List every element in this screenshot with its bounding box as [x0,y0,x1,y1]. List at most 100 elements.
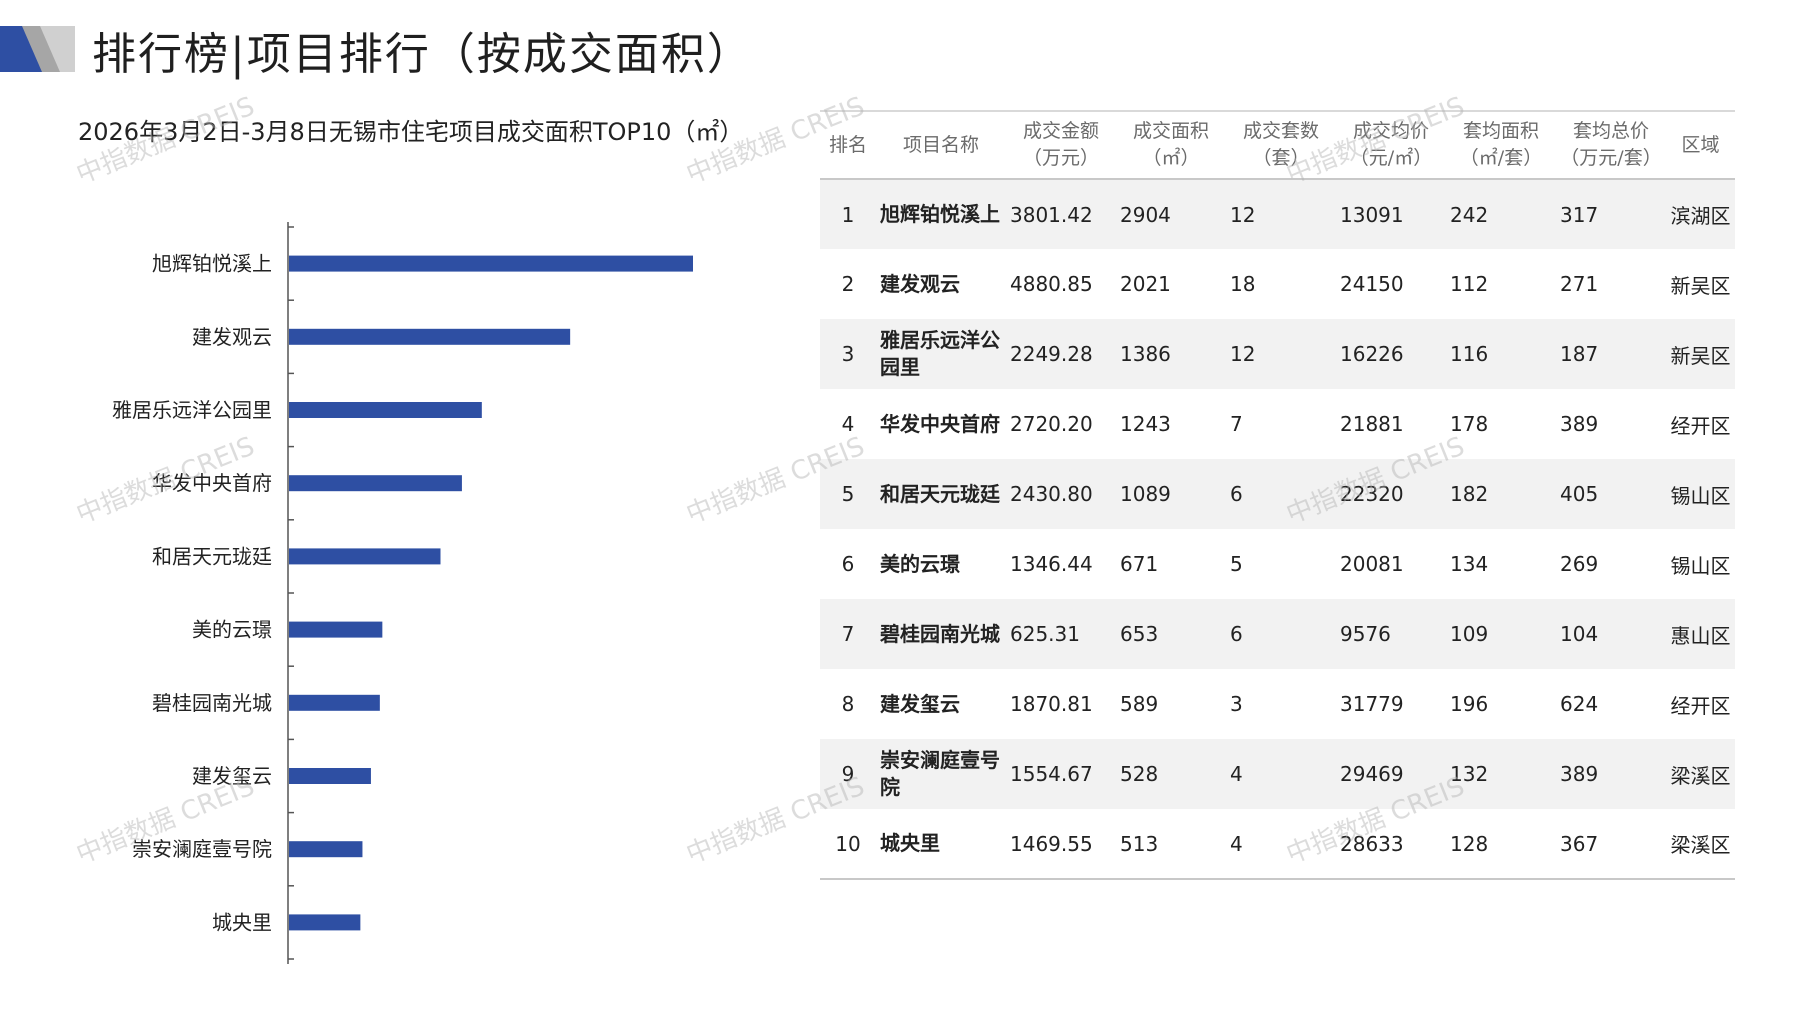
page-title: 排行榜|项目排行（按成交面积） [92,29,753,80]
table-cell: 18 [1230,272,1256,296]
table-body: 1 旭辉铂悦溪上 3801.42 2904 12 13091 242 317 滨湖区 2 建发观云 4… [820,179,1735,879]
table-cell: 513 [1120,831,1159,856]
district-cell: 滨湖区 [1670,204,1731,228]
table-cell: 1386 [1120,342,1171,366]
table-cell: 3801.42 [1010,202,1093,227]
project-name-cell: 碧桂园南光城 [880,621,1000,646]
table-row: 10 城央里 1469.55 513 4 28633 128 367 梁溪区 [820,809,1735,879]
rank-cell: 2 [841,272,855,296]
table-cell: 528 [1120,762,1159,786]
bar [289,328,571,345]
category-label: 建发观云 [192,325,272,349]
header-text: 区域 [1681,133,1720,156]
district-cell: 梁溪区 [1670,763,1731,788]
district-cell: 经开区 [1670,413,1731,438]
header-text: （万元） [1022,147,1099,169]
district-cell: 惠山区 [1670,623,1731,648]
bar-chart: 旭辉铂悦溪上建发观云雅居乐远洋公园里华发中央首府和居天元珑廷美的云璟碧桂园南光城… [112,222,693,964]
category-label: 碧桂园南光城 [152,691,272,715]
header-text: （万元/套） [1560,147,1662,169]
table-cell: 2021 [1120,272,1171,296]
table-cell: 2430.80 [1010,482,1093,506]
table-header-cell: 成交面积 （㎡） [1116,111,1226,179]
table-cell: 104 [1560,622,1599,646]
header-text: （元/㎡） [1349,147,1433,169]
header-text: 项目名称 [902,133,979,156]
table-cell: 1243 [1120,412,1171,436]
project-name-cell: 雅居乐远洋公园里 [880,328,1000,379]
table-cell: 405 [1560,482,1599,506]
table-row: 7 碧桂园南光城 625.31 653 6 9576 109 104 惠山区 [820,599,1735,669]
header-text: （㎡） [1142,147,1200,169]
project-name-cell: 建发玺云 [880,691,960,716]
bar [289,475,462,492]
table-cell: 12 [1230,202,1256,227]
table-cell: 12 [1230,342,1256,366]
category-label: 崇安澜庭壹号院 [132,837,272,861]
header-text: （㎡/套） [1459,147,1543,169]
district-cell: 锡山区 [1670,483,1731,508]
header-text: 成交金额 [1022,120,1099,142]
table-cell: 16226 [1340,342,1404,366]
table-cell: 20081 [1340,552,1404,576]
table-cell: 178 [1450,412,1489,436]
district-cell: 新吴区 [1670,273,1731,298]
table-cell: 6 [1230,622,1243,646]
table-row: 9 崇安澜庭壹号院 1554.67 528 4 29469 132 389 梁溪区 [820,739,1735,809]
rank-cell: 1 [841,202,855,227]
rank-cell: 4 [841,412,855,436]
chart-title: 2026年3月2日-3月8日无锡市住宅项目成交面积TOP10（㎡） [78,118,744,146]
category-label: 美的云璟 [192,618,272,642]
table-cell: 1554.67 [1010,762,1093,786]
table-cell: 128 [1450,831,1489,856]
header-text: 成交面积 [1132,120,1209,142]
project-name-cell: 崇安澜庭壹号院 [880,748,1000,799]
project-name-cell: 城央里 [880,831,940,855]
table-cell: 2904 [1120,202,1171,227]
table-cell: 389 [1560,762,1599,786]
table-cell: 625.31 [1010,622,1080,646]
bar [289,402,482,418]
project-name-cell: 美的云璟 [880,551,960,576]
category-label: 城央里 [212,910,272,934]
table-header-row: 排名 项目名称 成交金额 （万元） 成交面积 （㎡） 成交套数 （套） 成交均价 （元/㎡） 套均面… [820,111,1735,179]
project-name-cell: 建发观云 [880,271,960,296]
table-header-cell: 排名 [820,111,876,179]
ranking-table: 排名 项目名称 成交金额 （万元） 成交面积 （㎡） 成交套数 （套） 成交均价 （元/㎡） 套均面… [820,110,1735,880]
bar [289,255,693,272]
table-header-cell: 成交套数 （套） [1226,111,1336,179]
district-cell: 新吴区 [1670,343,1731,368]
rank-cell: 8 [841,692,855,716]
table-cell: 134 [1450,552,1489,576]
table-cell: 4 [1230,762,1243,786]
table-header-cell: 套均总价 （万元/套） [1556,111,1666,179]
district-cell: 经开区 [1670,693,1731,718]
table-cell: 317 [1560,202,1599,227]
district-cell: 锡山区 [1670,553,1731,578]
table-cell: 1870.81 [1010,692,1093,716]
table-cell: 22320 [1340,482,1404,506]
header-text: 套均总价 [1572,120,1649,142]
table-cell: 1089 [1120,482,1171,506]
table-row: 8 建发玺云 1870.81 589 3 31779 196 624 经开区 [820,669,1735,739]
table-header-cell: 成交金额 （万元） [1006,111,1116,179]
table-header-cell: 区域 [1666,111,1735,179]
table-cell: 7 [1230,412,1243,436]
table-cell: 671 [1120,552,1159,576]
table-cell: 29469 [1340,762,1404,786]
table-cell: 242 [1450,202,1489,227]
bar [289,548,441,565]
table-cell: 28633 [1340,831,1404,856]
deco-gray-shape-2 [40,26,75,72]
table-cell: 116 [1450,342,1489,366]
category-label: 和居天元珑廷 [152,544,272,568]
table-cell: 196 [1450,692,1489,716]
table-cell: 624 [1560,692,1599,716]
table-cell: 5 [1230,552,1243,576]
project-name-cell: 华发中央首府 [880,411,1000,436]
project-name-cell: 旭辉铂悦溪上 [880,202,1000,226]
bar [289,841,363,858]
rank-cell: 7 [841,622,855,646]
category-label: 雅居乐远洋公园里 [112,398,272,422]
district-cell: 梁溪区 [1670,833,1731,857]
